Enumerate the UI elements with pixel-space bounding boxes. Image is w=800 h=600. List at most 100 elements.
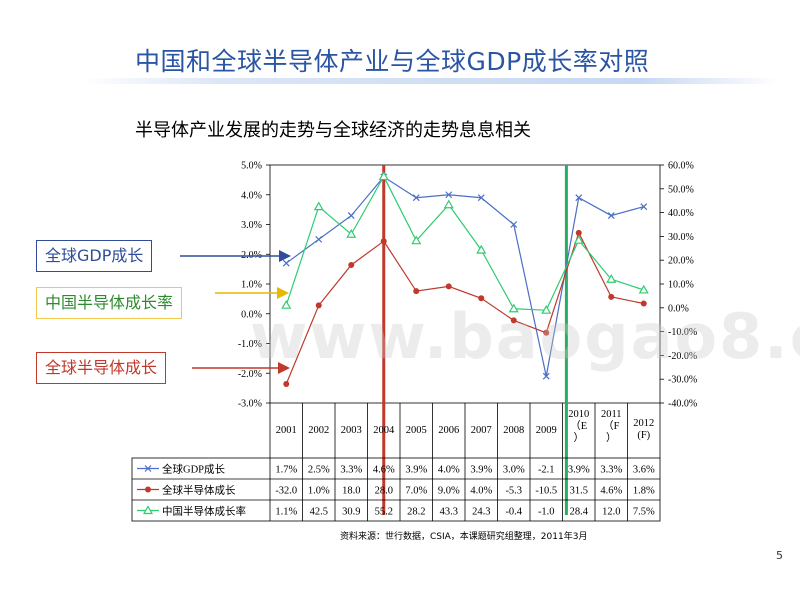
gdp-point: [445, 191, 453, 199]
category-label: 2008: [503, 425, 524, 436]
table-cell: 3.6%: [633, 465, 655, 476]
china-semi-point: [346, 229, 357, 238]
table-cell: 1.1%: [275, 507, 297, 518]
legend-key-marker: [144, 465, 152, 472]
table-cell: 28.4: [570, 507, 589, 518]
gdp-point: [477, 194, 485, 202]
category-label: （F: [603, 420, 619, 432]
table-cell: 3.3%: [340, 465, 362, 476]
table-cell: 1.0%: [308, 486, 330, 497]
right-tick-label: -30.0%: [668, 375, 697, 386]
series-line-2: [285, 175, 644, 311]
right-tick-label: -40.0%: [668, 399, 697, 410]
table-cell: 42.5: [310, 507, 328, 518]
left-tick-label: 1.0%: [241, 280, 262, 291]
category-label: （E: [570, 420, 587, 432]
table-cell: 28.2: [407, 507, 425, 518]
china-semi-point: [443, 199, 454, 209]
table-cell: 43.3: [440, 507, 458, 518]
table-cell: 3.3%: [600, 465, 622, 476]
page-subtitle: 半导体产业发展的走势与全球经济的走势息息相关: [135, 120, 531, 141]
table-cell: 30.9: [342, 507, 360, 518]
left-tick-label: -1.0%: [238, 339, 262, 350]
table-cell: 3.0%: [503, 465, 525, 476]
category-label: 2009: [536, 425, 557, 436]
table-cell: 3.9%: [568, 465, 590, 476]
global-semi-point: [543, 329, 550, 336]
series-line-0: [285, 176, 644, 377]
global-semi-point: [380, 238, 387, 245]
right-tick-label: 60.0%: [668, 161, 694, 172]
table-cell: 2.5%: [308, 465, 330, 476]
legend-key-marker: [142, 505, 154, 515]
global-semi-point: [283, 380, 290, 387]
china-semi-point: [508, 303, 519, 313]
left-tick-label: 0.0%: [241, 309, 262, 320]
china-semi-point: [378, 171, 389, 181]
left-tick-label: 5.0%: [241, 161, 262, 172]
global-semi-point: [315, 302, 322, 309]
callout-global-semi: 全球半导体成长: [36, 352, 167, 384]
category-label: 2002: [308, 425, 329, 436]
category-label: 2005: [406, 425, 427, 436]
table-cell: 55.2: [375, 507, 393, 518]
global-semi-point: [510, 317, 517, 324]
category-label: ）: [606, 432, 617, 444]
source-note: 资料来源：世行数据，CSIA，本课题研究组整理，2011年3月: [340, 532, 588, 542]
global-semi-point: [348, 261, 355, 268]
china-semi-point: [476, 244, 487, 254]
table-cell: -32.0: [275, 486, 297, 497]
gdp-point: [510, 221, 518, 228]
right-tick-label: -20.0%: [668, 351, 697, 362]
title-divider: [80, 78, 780, 84]
global-semi-point: [413, 288, 420, 295]
category-label: 2001: [276, 425, 297, 436]
gdp-point: [412, 194, 420, 202]
left-tick-label: 3.0%: [241, 220, 262, 231]
category-label: 2010: [568, 409, 589, 420]
gdp-point: [542, 372, 550, 380]
table-cell: 31.5: [570, 486, 588, 497]
gdp-point: [575, 194, 583, 202]
table-cell: -10.5: [535, 486, 557, 497]
table-cell: 7.5%: [633, 507, 655, 518]
global-semi-point: [478, 295, 485, 302]
china-semi-point: [541, 304, 552, 314]
table-cell: 4.0%: [470, 486, 492, 497]
callout-gdp: 全球GDP成长: [36, 240, 153, 272]
category-label: 2007: [471, 425, 492, 436]
table-cell: 4.0%: [438, 465, 460, 476]
category-label: ）: [574, 432, 585, 444]
gdp-point: [347, 212, 355, 219]
table-cell: -0.4: [505, 507, 522, 518]
right-tick-label: 30.0%: [668, 232, 694, 243]
table-cell: -1.0: [538, 507, 555, 518]
global-semi-point: [608, 293, 615, 300]
data-table-frame: [131, 457, 661, 522]
table-cell: 4.6%: [373, 465, 395, 476]
left-tick-label: 4.0%: [241, 190, 262, 201]
plot-area: [269, 164, 661, 404]
table-cell: 1.7%: [275, 465, 297, 476]
table-cell: 7.0%: [405, 486, 427, 497]
table-cell: 12.0: [602, 507, 620, 518]
table-cell: -2.1: [538, 465, 555, 476]
category-label: 2006: [438, 425, 459, 436]
right-tick-label: 20.0%: [668, 256, 694, 267]
left-tick-label: -3.0%: [238, 399, 262, 410]
legend-key-marker: [145, 486, 151, 493]
china-semi-point: [411, 235, 422, 245]
global-semi-point: [640, 300, 647, 307]
page-title: 中国和全球半导体产业与全球GDP成长率对照: [135, 47, 650, 76]
right-tick-label: 10.0%: [668, 280, 694, 291]
series-line-1: [285, 231, 644, 385]
table-cell: 4.6%: [600, 486, 622, 497]
table-cell: 3.9%: [470, 465, 492, 476]
china-semi-point: [281, 299, 292, 309]
right-tick-label: 0.0%: [668, 303, 689, 314]
table-cell: 9.0%: [438, 486, 460, 497]
legend-series-name: 中国半导体成长率: [162, 505, 246, 518]
china-semi-point: [573, 234, 584, 244]
category-label: 2012: [633, 418, 654, 429]
